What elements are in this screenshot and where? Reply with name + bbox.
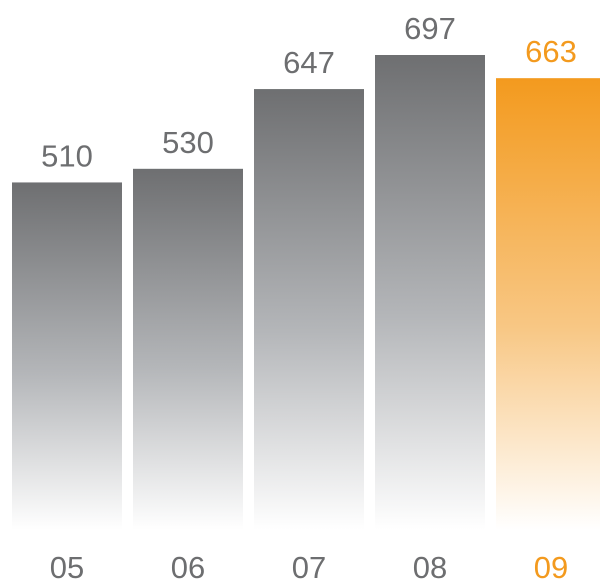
value-label-09: 663: [525, 34, 577, 69]
bar-06: [133, 168, 243, 530]
category-label-08: 08: [413, 550, 447, 585]
category-label-09: 09: [534, 550, 568, 585]
value-label-06: 530: [162, 125, 214, 160]
bar-08: [375, 55, 485, 530]
value-labels-group: 510 530 647 697 663: [41, 11, 577, 173]
bars-group: [12, 55, 600, 531]
bar-07: [254, 89, 364, 530]
bar-05: [12, 182, 122, 530]
category-labels-group: 05 06 07 08 09: [50, 550, 568, 585]
category-label-06: 06: [171, 550, 205, 585]
value-label-07: 647: [283, 45, 335, 80]
value-label-05: 510: [41, 138, 93, 173]
category-label-05: 05: [50, 550, 84, 585]
value-label-08: 697: [404, 11, 456, 46]
bar-09: [496, 78, 600, 531]
category-label-07: 07: [292, 550, 326, 585]
